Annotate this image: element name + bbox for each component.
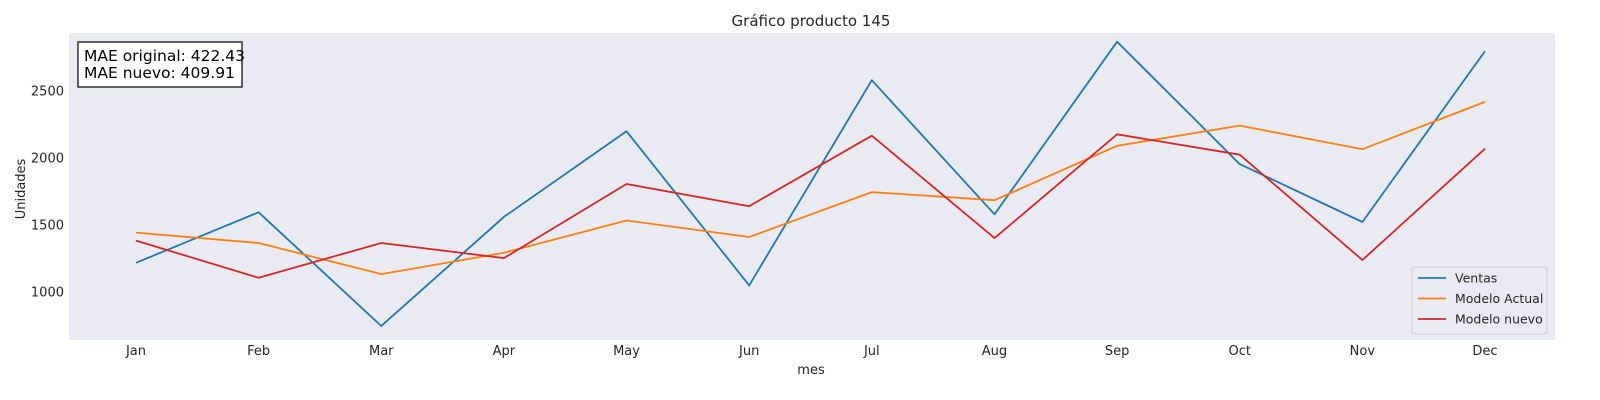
legend: Ventas Modelo Actual Modelo nuevo (1411, 266, 1548, 335)
y-tick-labels: 1000 1500 2000 2500 (31, 85, 64, 301)
x-tick-label: Feb (247, 344, 270, 359)
y-axis-label: Unidades (14, 158, 29, 219)
legend-box (1411, 266, 1548, 335)
series-line-modelo-nuevo (135, 133, 1486, 279)
y-tick-label: 1000 (31, 285, 64, 300)
x-tick-label: May (613, 344, 640, 359)
y-tick-label: 2000 (31, 152, 64, 167)
y-tick-label: 2500 (31, 85, 64, 100)
series-line-modelo-actual (135, 101, 1486, 276)
legend-label: Modelo Actual (1455, 291, 1543, 306)
x-tick-label: Mar (369, 344, 394, 359)
legend-label: Ventas (1455, 271, 1497, 286)
x-tick-label: Jul (863, 344, 880, 359)
x-tick-label: Dec (1472, 344, 1497, 359)
x-tick-labels: Jan Feb Mar Apr May Jun Jul Aug Sep Oct Nov Dec (125, 344, 1498, 359)
mae-original-text: MAE original: 422.43 (84, 47, 245, 65)
x-axis-label: mes (797, 363, 825, 378)
legend-label: Modelo nuevo (1455, 312, 1543, 327)
x-tick-label: Oct (1228, 344, 1250, 359)
series-line-ventas (135, 40, 1486, 327)
x-tick-label: Jan (125, 344, 146, 359)
x-tick-label: Apr (493, 344, 516, 359)
x-tick-label: Jun (738, 344, 759, 359)
y-tick-label: 1500 (31, 218, 64, 233)
series-lines (135, 40, 1486, 327)
mae-annotation-box: MAE original: 422.43 MAE nuevo: 409.91 (77, 41, 245, 88)
chart-title: Gráfico producto 145 (732, 12, 891, 30)
plot-area (69, 33, 1555, 340)
x-tick-label: Sep (1105, 344, 1130, 359)
x-tick-label: Nov (1350, 344, 1376, 359)
mae-nuevo-text: MAE nuevo: 409.91 (84, 64, 235, 82)
x-tick-label: Aug (982, 344, 1007, 359)
